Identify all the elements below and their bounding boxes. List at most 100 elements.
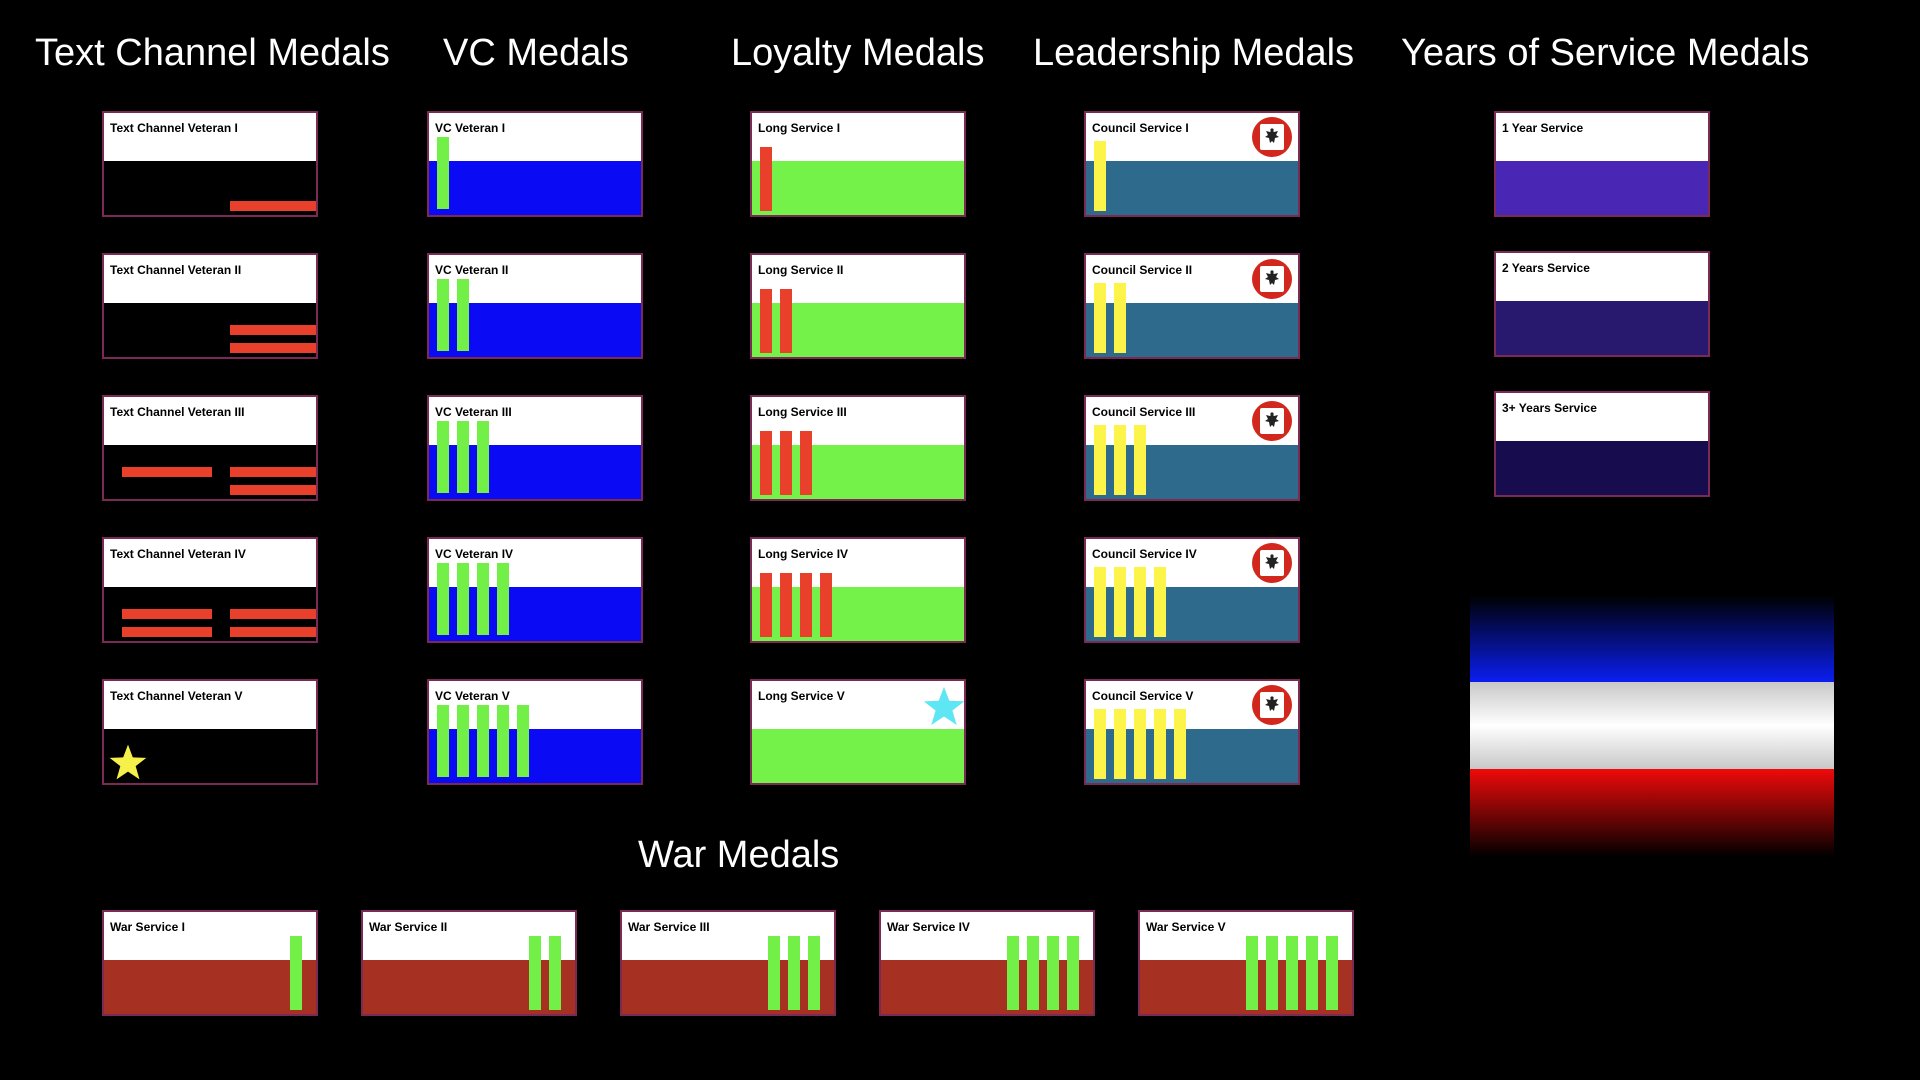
loyalty-medal: Long Service III bbox=[750, 395, 966, 501]
loyalty-medal: Long Service II bbox=[750, 253, 966, 359]
vc-medal: VC Veteran V bbox=[427, 679, 643, 785]
medal-bar bbox=[820, 573, 832, 637]
medal-label: War Service V bbox=[1146, 920, 1226, 934]
heading-loyalty-medals: Loyalty Medals bbox=[731, 32, 985, 74]
heading-text-channel-medals: Text Channel Medals bbox=[35, 32, 390, 74]
medal-bar bbox=[437, 137, 449, 209]
years-medal: 2 Years Service bbox=[1494, 251, 1710, 357]
medal-bar bbox=[1027, 936, 1039, 1010]
medal-bottom-field bbox=[104, 728, 316, 783]
medal-bar bbox=[780, 573, 792, 637]
medal-bar bbox=[497, 563, 509, 635]
medal-label: VC Veteran V bbox=[435, 689, 510, 703]
medal-bar bbox=[457, 705, 469, 777]
medal-bar bbox=[1114, 283, 1126, 353]
years-medal: 3+ Years Service bbox=[1494, 391, 1710, 497]
medal-bar bbox=[517, 705, 529, 777]
medal-bar bbox=[230, 201, 316, 211]
vc-medal: VC Veteran IV bbox=[427, 537, 643, 643]
medal-top-stripe bbox=[104, 681, 316, 729]
medal-bar bbox=[1047, 936, 1059, 1010]
medal-label: War Service I bbox=[110, 920, 185, 934]
medal-label: VC Veteran IV bbox=[435, 547, 514, 561]
medal-label: Council Service IV bbox=[1092, 547, 1197, 561]
loyalty-medal: Long Service V bbox=[750, 679, 966, 785]
text_channel-medal: Text Channel Veteran III bbox=[102, 395, 318, 501]
medal-bar bbox=[122, 467, 212, 477]
flag-white-stripe bbox=[1470, 682, 1834, 769]
medal-bar bbox=[477, 563, 489, 635]
medal-label: VC Veteran II bbox=[435, 263, 509, 277]
medal-bar bbox=[1154, 567, 1166, 637]
medal-bottom-field bbox=[1496, 300, 1708, 355]
medal-bar bbox=[808, 936, 820, 1010]
heading-vc-medals: VC Medals bbox=[443, 32, 629, 74]
flag-blue-stripe bbox=[1470, 595, 1834, 682]
vc-medal: VC Veteran I bbox=[427, 111, 643, 217]
leadership-medal: Council Service II bbox=[1084, 253, 1300, 359]
text_channel-medal: Text Channel Veteran V bbox=[102, 679, 318, 785]
medal-label: 1 Year Service bbox=[1502, 121, 1584, 135]
medal-bar bbox=[800, 431, 812, 495]
medal-label: Council Service V bbox=[1092, 689, 1194, 703]
eagle-crest-shield bbox=[1260, 124, 1284, 150]
medal-bottom-field bbox=[1496, 160, 1708, 215]
medal-label: Long Service III bbox=[758, 405, 847, 419]
medal-label: 3+ Years Service bbox=[1502, 401, 1597, 415]
medal-label: Long Service I bbox=[758, 121, 841, 135]
medal-label: VC Veteran III bbox=[435, 405, 512, 419]
medal-bottom-field bbox=[752, 160, 964, 215]
medal-bar bbox=[1246, 936, 1258, 1010]
vc-medal: VC Veteran II bbox=[427, 253, 643, 359]
eagle-crest-icon bbox=[1252, 685, 1292, 725]
war-medal: War Service III bbox=[620, 910, 836, 1016]
medal-bar bbox=[437, 705, 449, 777]
tricolor-flag bbox=[1470, 595, 1834, 857]
medal-bar bbox=[1326, 936, 1338, 1010]
medal-bar bbox=[760, 431, 772, 495]
medal-bar bbox=[1286, 936, 1298, 1010]
medal-bar bbox=[290, 936, 302, 1010]
leadership-medal: Council Service IV bbox=[1084, 537, 1300, 643]
medal-bottom-field bbox=[1086, 160, 1298, 215]
medal-label: Long Service II bbox=[758, 263, 844, 277]
medal-bottom-field bbox=[881, 959, 1093, 1014]
medal-label: Council Service I bbox=[1092, 121, 1189, 135]
war-medal: War Service II bbox=[361, 910, 577, 1016]
medal-bar bbox=[457, 421, 469, 493]
medal-top-stripe bbox=[104, 255, 316, 303]
leadership-medal: Council Service I bbox=[1084, 111, 1300, 217]
medal-bar bbox=[788, 936, 800, 1010]
medal-bar bbox=[1154, 709, 1166, 779]
eagle-crest-shield bbox=[1260, 550, 1284, 576]
loyalty-medal: Long Service IV bbox=[750, 537, 966, 643]
heading-years-of-service-medals: Years of Service Medals bbox=[1401, 32, 1810, 74]
medal-bar bbox=[760, 573, 772, 637]
text_channel-medal: Text Channel Veteran I bbox=[102, 111, 318, 217]
medal-bottom-field bbox=[429, 160, 641, 215]
medal-top-stripe bbox=[104, 113, 316, 161]
medal-bar bbox=[497, 705, 509, 777]
medal-bar bbox=[1306, 936, 1318, 1010]
medal-bar bbox=[1094, 283, 1106, 353]
years-medal: 1 Year Service bbox=[1494, 111, 1710, 217]
eagle-crest-shield bbox=[1260, 266, 1284, 292]
medal-bar bbox=[230, 325, 316, 335]
medal-label: Text Channel Veteran I bbox=[110, 121, 238, 135]
medal-bar bbox=[477, 421, 489, 493]
eagle-crest-icon bbox=[1252, 543, 1292, 583]
medal-bar bbox=[457, 563, 469, 635]
medal-top-stripe bbox=[1496, 113, 1708, 161]
medal-top-stripe bbox=[104, 397, 316, 445]
war-medal: War Service IV bbox=[879, 910, 1095, 1016]
medal-label: War Service II bbox=[369, 920, 448, 934]
medal-bar bbox=[780, 431, 792, 495]
medal-bar bbox=[437, 421, 449, 493]
eagle-crest-icon bbox=[1252, 259, 1292, 299]
medal-top-stripe bbox=[104, 912, 316, 960]
medal-top-stripe bbox=[1496, 253, 1708, 301]
medal-label: War Service III bbox=[628, 920, 710, 934]
war-medal: War Service V bbox=[1138, 910, 1354, 1016]
star-icon bbox=[109, 744, 147, 780]
medal-bottom-field bbox=[363, 959, 575, 1014]
